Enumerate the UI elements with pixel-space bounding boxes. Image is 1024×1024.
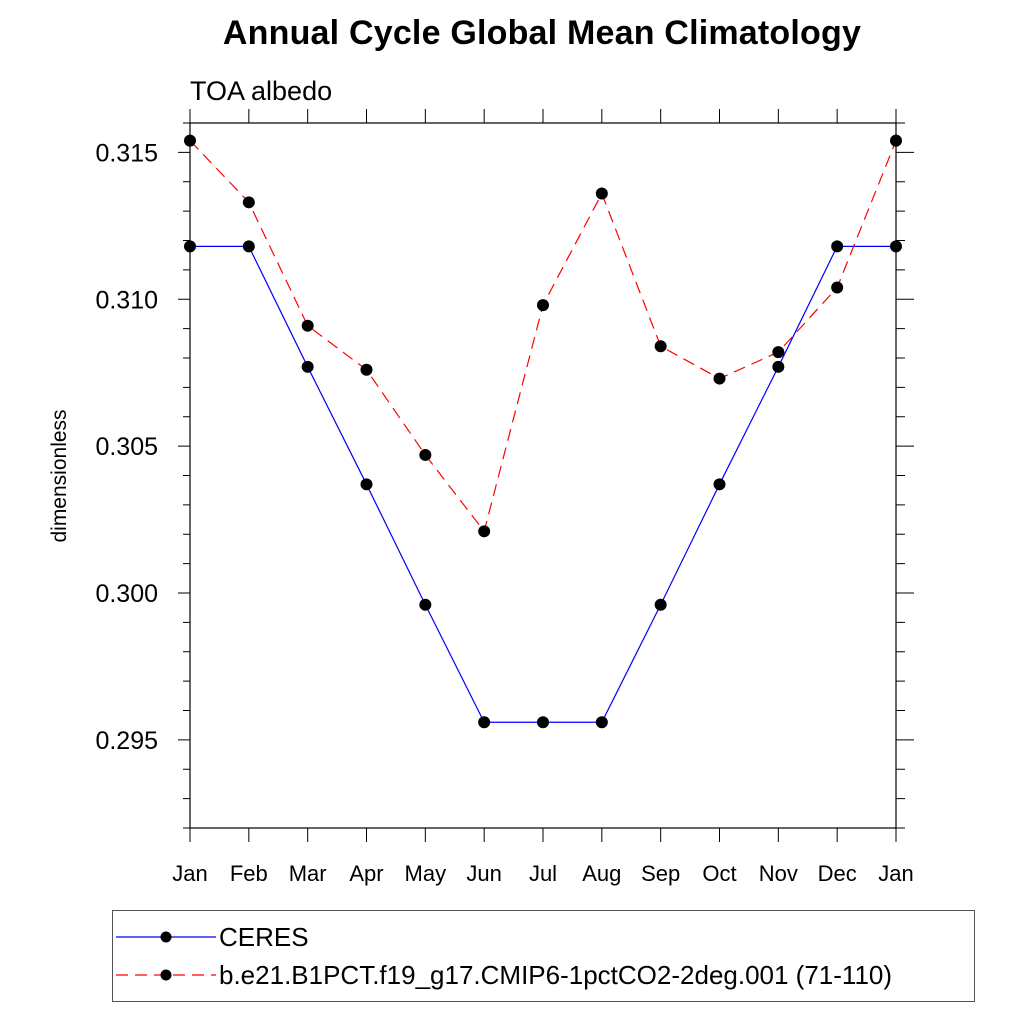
y-tick-label: 0.300 bbox=[95, 580, 158, 608]
x-tick-label: Sep bbox=[641, 861, 680, 886]
data-point-s1-0 bbox=[184, 134, 196, 147]
data-point-s0-8 bbox=[654, 598, 667, 611]
data-point-s1-12 bbox=[890, 134, 902, 147]
data-point-s1-9 bbox=[713, 372, 726, 385]
legend: CERES b.e21.B1PCT.f19_g17.CMIP6-1pctCO2-… bbox=[112, 910, 975, 1002]
y-tick-label: 0.310 bbox=[95, 286, 158, 314]
data-point-s0-2 bbox=[301, 360, 314, 373]
data-point-s1-11 bbox=[831, 281, 844, 294]
data-point-s0-5 bbox=[478, 716, 491, 729]
x-tick-label: Nov bbox=[759, 861, 798, 886]
data-point-s1-6 bbox=[537, 299, 549, 312]
data-point-s0-3 bbox=[360, 478, 373, 491]
x-tick-label: Feb bbox=[230, 861, 268, 886]
legend-label-model: b.e21.B1PCT.f19_g17.CMIP6-1pctCO2-2deg.0… bbox=[219, 960, 893, 990]
data-point-s0-11 bbox=[831, 240, 844, 253]
data-point-s0-6 bbox=[537, 716, 549, 729]
data-point-s1-5 bbox=[478, 525, 491, 538]
y-tick-label: 0.295 bbox=[95, 727, 158, 755]
x-tick-label: Oct bbox=[702, 861, 736, 886]
x-tick-label: Dec bbox=[818, 861, 857, 886]
data-point-s0-12 bbox=[890, 240, 902, 253]
chart-title: Annual Cycle Global Mean Climatology bbox=[222, 14, 862, 52]
x-tick-label: Jan bbox=[172, 861, 207, 886]
legend-marker-model bbox=[160, 969, 172, 981]
data-point-s0-0 bbox=[184, 240, 196, 253]
x-tick-label: Apr bbox=[349, 861, 383, 886]
data-point-s1-7 bbox=[595, 187, 608, 200]
series-line-1 bbox=[189, 140, 897, 533]
x-tick-label: Mar bbox=[289, 861, 327, 886]
data-point-s1-8 bbox=[654, 340, 667, 353]
y-axis-label: dimensionless bbox=[48, 409, 71, 542]
data-point-s0-7 bbox=[595, 716, 608, 729]
legend-marker-ceres bbox=[160, 931, 172, 943]
data-point-s0-10 bbox=[772, 360, 785, 373]
legend-markers bbox=[116, 931, 216, 981]
data-point-s1-3 bbox=[360, 363, 373, 376]
x-tick-label: May bbox=[405, 861, 447, 886]
y-tick-label: 0.305 bbox=[95, 433, 158, 461]
x-tick-label: Jan bbox=[878, 861, 913, 886]
data-point-s0-4 bbox=[419, 598, 432, 611]
y-tick-label: 0.315 bbox=[95, 139, 158, 167]
x-tick-label: Aug bbox=[582, 861, 621, 886]
data-point-s1-1 bbox=[242, 196, 255, 209]
x-tick-label: Jun bbox=[466, 861, 501, 886]
series-line-0 bbox=[190, 245, 896, 723]
data-point-s1-4 bbox=[419, 448, 432, 461]
data-point-s0-1 bbox=[242, 240, 255, 253]
data-point-s0-9 bbox=[713, 478, 726, 491]
data-point-s1-2 bbox=[301, 319, 314, 332]
data-point-s1-10 bbox=[772, 346, 785, 359]
legend-label-ceres: CERES bbox=[219, 922, 309, 952]
x-tick-label: Jul bbox=[529, 861, 557, 886]
chart-subtitle: TOA albedo bbox=[190, 76, 333, 106]
